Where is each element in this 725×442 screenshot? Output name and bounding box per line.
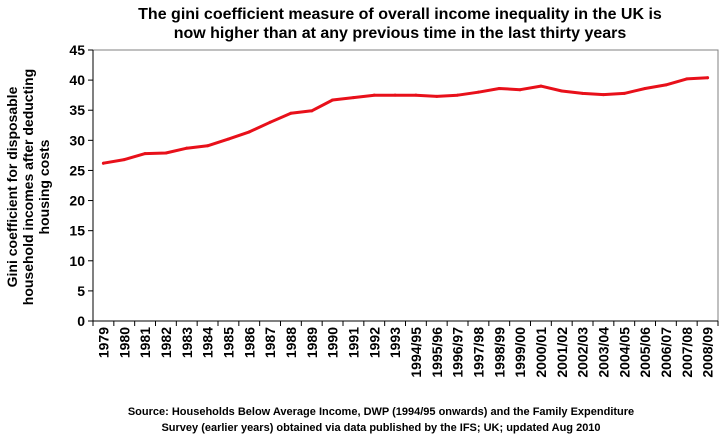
data-point	[518, 88, 522, 92]
y-tick-label: 15	[69, 223, 85, 239]
x-tick-label: 2003/04	[595, 327, 611, 378]
data-point	[372, 93, 376, 97]
data-point	[122, 158, 126, 162]
y-tick-label: 40	[69, 72, 85, 88]
y-axis-label: Gini coefficient for disposable househol…	[4, 69, 52, 305]
data-point	[685, 77, 689, 81]
data-point	[393, 93, 397, 97]
data-point	[643, 87, 647, 91]
x-tick-label: 1996/97	[450, 327, 466, 378]
chart-title: The gini coefficient measure of overall …	[138, 6, 662, 42]
x-tick-label: 1995/96	[429, 327, 445, 378]
source-line-2: Survey (earlier years) obtained via data…	[161, 422, 600, 434]
y-tick-label: 5	[77, 283, 85, 299]
x-tick-label: 1986	[241, 327, 257, 358]
x-tick-label: 2001/02	[554, 327, 570, 378]
x-tick-label: 1992	[366, 327, 382, 358]
source-line-1: Source: Households Below Average Income,…	[128, 406, 634, 418]
x-tick-label: 1991	[345, 327, 361, 358]
x-tick-label: 1980	[116, 327, 132, 358]
x-axis-ticks: 1979 1980 1981 1982 1983 1984 1985 1986 1987 1988…	[92, 321, 719, 378]
y-axis-ticks: 0 5 10 15 20 25 30 35 40 45	[69, 42, 93, 329]
data-point	[289, 111, 293, 115]
x-tick-label: 2006/07	[658, 327, 674, 378]
y-axis-label-line-2: household incomes after deducting	[20, 69, 36, 305]
x-tick-label: 1998/99	[491, 327, 507, 378]
y-tick-label: 30	[69, 132, 85, 148]
data-point	[622, 91, 626, 95]
x-tick-label: 1983	[179, 327, 195, 358]
y-tick-label: 25	[69, 162, 85, 178]
x-tick-label: 1979	[95, 327, 111, 358]
data-point	[497, 87, 501, 91]
data-point	[601, 93, 605, 97]
x-tick-label: 1981	[137, 327, 153, 358]
chart-title-line-2: now higher than at any previous time in …	[174, 25, 627, 42]
x-tick-label: 1987	[262, 327, 278, 358]
data-point	[539, 84, 543, 88]
chart-title-line-1: The gini coefficient measure of overall …	[138, 6, 662, 23]
y-axis-label-line-1: Gini coefficient for disposable	[4, 86, 20, 287]
data-point	[560, 89, 564, 93]
data-point	[476, 90, 480, 94]
x-tick-label: 1984	[200, 327, 216, 358]
x-tick-label: 1999/00	[512, 327, 528, 378]
data-point	[664, 83, 668, 87]
data-point	[185, 146, 189, 150]
x-tick-label: 1997/98	[470, 327, 486, 378]
data-point	[164, 151, 168, 155]
data-point	[581, 91, 585, 95]
data-point	[206, 144, 210, 148]
x-tick-label: 2005/06	[637, 327, 653, 378]
data-point	[706, 76, 710, 80]
x-tick-label: 1993	[387, 327, 403, 358]
x-tick-label: 1982	[158, 327, 174, 358]
y-tick-label: 0	[77, 313, 85, 329]
data-point	[351, 96, 355, 100]
x-tick-label: 1988	[283, 327, 299, 358]
x-tick-label: 2000/01	[533, 327, 549, 378]
x-tick-label: 1994/95	[408, 327, 424, 378]
series-layer	[101, 76, 710, 165]
x-tick-label: 1990	[325, 327, 341, 358]
data-point	[456, 93, 460, 97]
data-point	[310, 109, 314, 113]
x-tick-label: 2002/03	[575, 327, 591, 378]
y-tick-label: 10	[69, 253, 85, 269]
data-point	[143, 152, 147, 156]
series-line-0	[101, 76, 710, 165]
source-note: Source: Households Below Average Income,…	[128, 406, 634, 434]
x-tick-label: 2008/09	[700, 327, 716, 378]
y-tick-label: 35	[69, 102, 85, 118]
x-tick-label: 2004/05	[616, 327, 632, 378]
y-tick-label: 20	[69, 193, 85, 209]
data-point	[247, 130, 251, 134]
data-point	[435, 94, 439, 98]
data-point	[414, 93, 418, 97]
y-axis-label-line-3: housing costs	[36, 139, 52, 234]
data-point	[268, 120, 272, 124]
data-point	[101, 161, 105, 165]
x-tick-label: 1985	[220, 327, 236, 358]
data-point	[226, 137, 230, 141]
plot-area-border	[92, 49, 719, 322]
x-tick-label: 2007/08	[679, 327, 695, 378]
data-point	[331, 98, 335, 102]
x-tick-label: 1989	[304, 327, 320, 358]
y-tick-label: 45	[69, 42, 85, 58]
